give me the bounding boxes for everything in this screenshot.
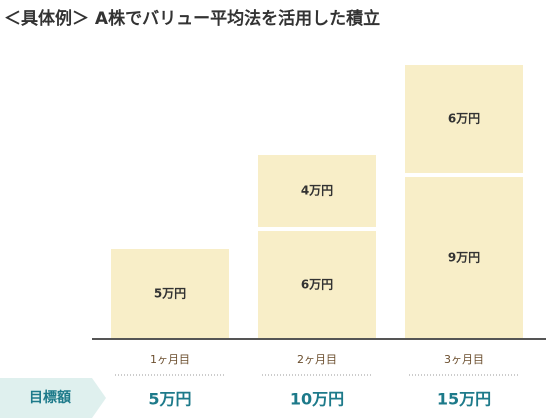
value-label: 5万円: [154, 287, 186, 301]
target-value: 15万円: [437, 390, 491, 409]
value-label: 6万円: [301, 278, 333, 292]
chart-title: ＜具体例＞ A株でバリュー平均法を活用した積立: [4, 8, 380, 29]
target-value: 5万円: [148, 390, 191, 409]
value-label: 6万円: [448, 112, 480, 126]
bar-segment: [258, 155, 376, 227]
bar-segment: [111, 249, 229, 338]
target-badge: [0, 378, 106, 418]
value-label: 9万円: [448, 251, 480, 265]
x-tick-label: 1ヶ月目: [150, 353, 190, 366]
x-tick-label: 2ヶ月目: [297, 353, 337, 366]
target-value: 10万円: [290, 390, 344, 409]
bar-segment: [258, 231, 376, 338]
bar-segment: [405, 177, 523, 338]
x-tick-label: 3ヶ月目: [444, 353, 484, 366]
value-label: 4万円: [301, 184, 333, 198]
bar-segment: [405, 65, 523, 173]
target-label: 目標額: [29, 389, 71, 406]
